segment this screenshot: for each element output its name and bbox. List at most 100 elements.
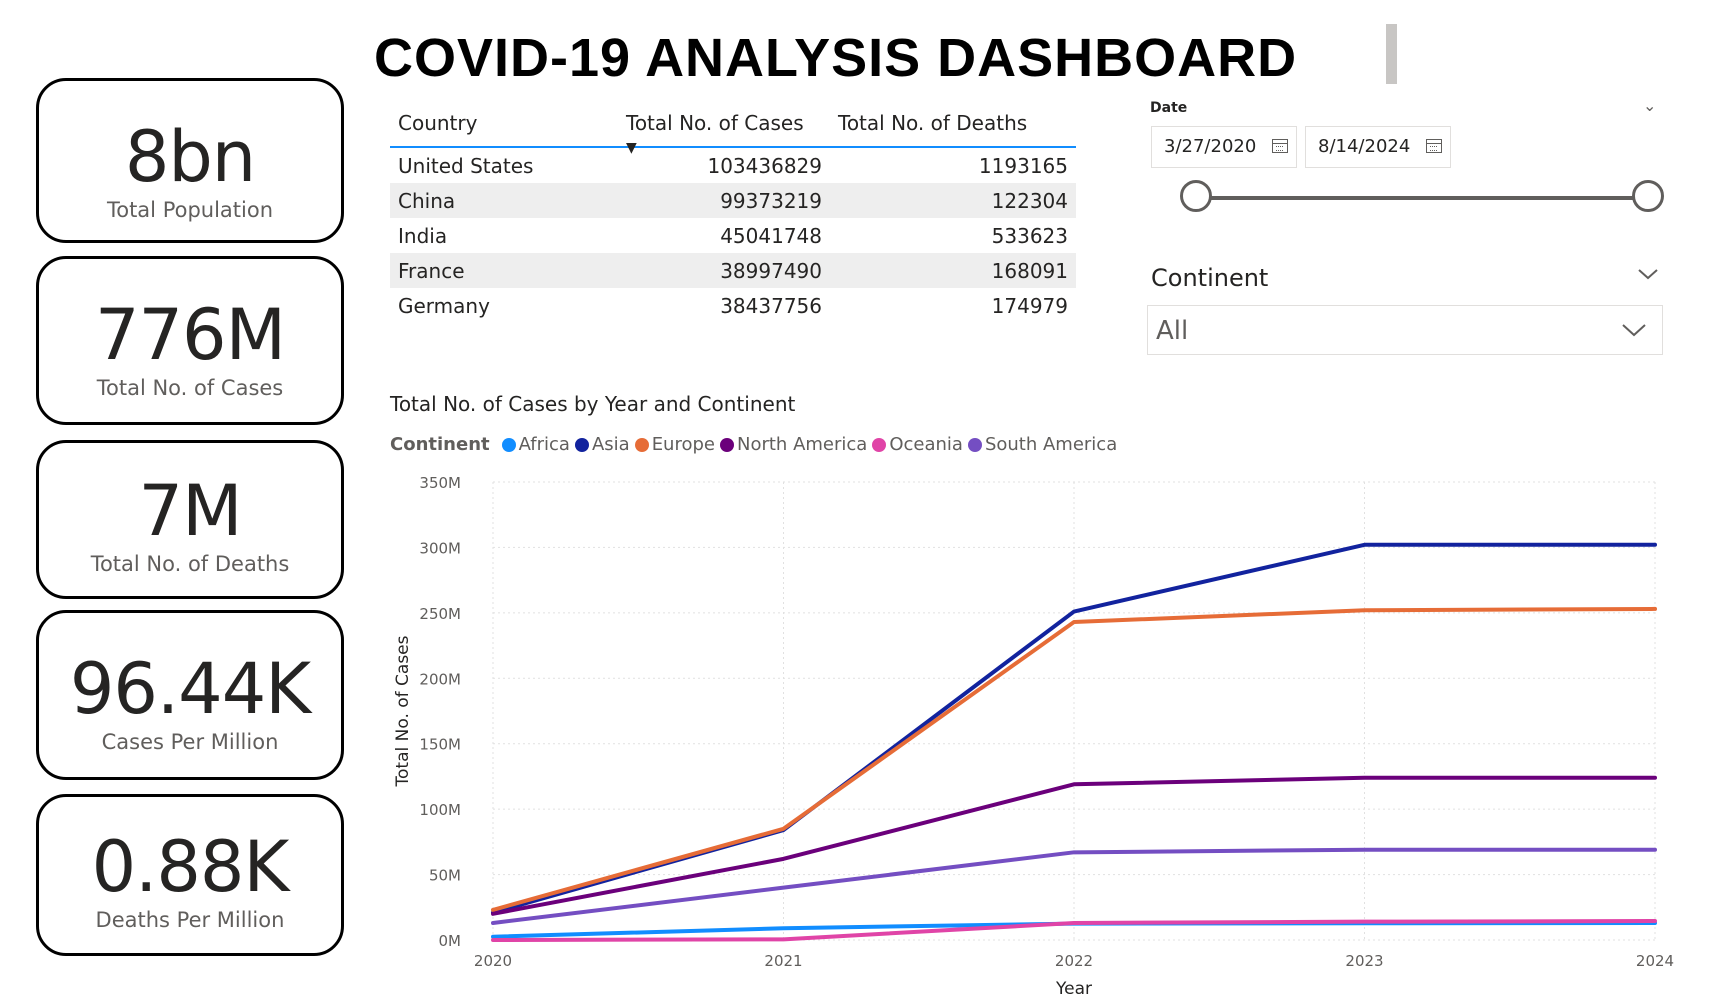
cell-cases: 103436829 xyxy=(707,153,822,178)
card-label: Total Population xyxy=(106,198,274,222)
y-tick-label: 150M xyxy=(419,736,461,754)
card-label: Total No. of Deaths xyxy=(90,552,290,576)
series-line-europe xyxy=(491,606,1657,912)
legend-label: North America xyxy=(737,434,868,455)
cell-deaths: 174979 xyxy=(991,293,1068,318)
table-row[interactable]: United States 103436829 1193165 xyxy=(390,147,1076,183)
chevron-down-icon xyxy=(1638,269,1658,280)
start-date-input[interactable]: 3/27/2020 xyxy=(1151,126,1297,168)
card-label: Cases Per Million xyxy=(101,730,279,754)
cell-deaths: 122304 xyxy=(830,183,1076,218)
series-line-oceania xyxy=(491,919,1657,942)
legend-label: Oceania xyxy=(889,434,963,455)
x-tick-label: 2021 xyxy=(764,952,802,970)
y-axis-title: Total No. of Cases xyxy=(393,635,413,787)
legend-label: Asia xyxy=(591,434,630,455)
y-tick-label: 350M xyxy=(419,474,461,492)
legend-marker xyxy=(872,437,887,452)
chart-title: Total No. of Cases by Year and Continent xyxy=(390,392,796,416)
table-row[interactable]: Germany 38437756 174979 xyxy=(390,288,1076,323)
legend-marker xyxy=(720,437,734,452)
card-value: 8bn xyxy=(124,116,256,198)
date-range-start-handle[interactable] xyxy=(1180,180,1212,212)
legend-label: Europe xyxy=(651,434,715,455)
table-row[interactable]: India 45041748 533623 xyxy=(390,218,1076,253)
card-cases-per-million: 96.44K Cases Per Million xyxy=(36,610,344,780)
y-tick-label: 50M xyxy=(429,867,461,885)
line-chart: 0M 50M 100M 150M 200M 250M 300M 350M 2020 2021 202… xyxy=(393,474,1674,999)
column-header-label: Total No. of Cases xyxy=(626,111,804,135)
card-total-cases: 776M Total No. of Cases xyxy=(36,256,344,425)
end-date-value: 8/14/2024 xyxy=(1318,136,1411,157)
calendar-icon[interactable] xyxy=(1272,139,1288,153)
y-tick-label: 250M xyxy=(419,605,461,623)
column-header-cases[interactable]: Total No. of Cases ▼ xyxy=(618,100,830,156)
y-tick-label: 300M xyxy=(419,539,461,557)
start-date-value: 3/27/2020 xyxy=(1164,136,1257,157)
cell-cases: 45041748 xyxy=(720,223,822,248)
legend-marker xyxy=(501,437,516,452)
legend-item[interactable]: South America xyxy=(967,434,1118,455)
end-date-input[interactable]: 8/14/2024 xyxy=(1305,126,1451,168)
chart-legend: Continent Africa Asia Europe North America O… xyxy=(390,434,1122,455)
cell-cases: 38997490 xyxy=(618,253,830,288)
table-header-row: Country Total No. of Cases ▼ Total No. o… xyxy=(390,100,1076,156)
card-total-deaths: 7M Total No. of Deaths xyxy=(36,440,344,599)
x-tick-label: 2023 xyxy=(1345,952,1383,970)
cell-country: India xyxy=(398,223,448,248)
column-header-deaths[interactable]: Total No. of Deaths xyxy=(830,100,1076,148)
series-line-south-america xyxy=(491,847,1657,925)
date-slicer-label: Date xyxy=(1150,100,1188,116)
chevron-down-icon[interactable] xyxy=(1620,316,1648,344)
cell-deaths: 533623 xyxy=(991,223,1068,248)
y-tick-label: 0M xyxy=(439,932,462,950)
date-range-end-handle[interactable] xyxy=(1632,180,1664,212)
chevron-down-icon[interactable] xyxy=(1636,262,1660,287)
series-line-africa xyxy=(491,920,1657,939)
y-tick-label: 100M xyxy=(419,801,461,819)
cell-deaths: 1193165 xyxy=(978,153,1068,178)
card-label: Total No. of Cases xyxy=(96,376,284,400)
x-axis-title: Year xyxy=(1055,979,1092,999)
y-tick-label: 200M xyxy=(419,670,461,688)
table-row[interactable]: France 38997490 168091 xyxy=(390,253,1076,288)
date-range-slider-track[interactable] xyxy=(1196,196,1648,200)
x-tick-label: 2020 xyxy=(474,952,512,970)
card-value: 0.88K xyxy=(91,826,290,908)
legend-label: Africa xyxy=(518,434,570,455)
legend-label: South America xyxy=(984,434,1118,455)
cell-deaths: 168091 xyxy=(830,253,1076,288)
continent-slicer-label: Continent xyxy=(1151,264,1269,292)
legend-marker xyxy=(967,437,982,452)
legend-marker xyxy=(634,437,649,452)
cell-country: Germany xyxy=(398,293,490,318)
continent-dropdown[interactable]: All xyxy=(1147,305,1663,355)
sort-descending-icon[interactable]: ▼ xyxy=(626,140,637,156)
table-row[interactable]: China 99373219 122304 xyxy=(390,183,1076,218)
title-cursor-bar xyxy=(1386,24,1397,84)
legend-item[interactable]: Asia xyxy=(574,434,630,455)
legend-item[interactable]: Africa xyxy=(501,434,570,455)
card-value: 7M xyxy=(138,470,243,552)
column-header-country[interactable]: Country xyxy=(390,100,618,148)
calendar-icon[interactable] xyxy=(1426,139,1442,153)
card-value: 776M xyxy=(94,294,286,376)
card-value: 96.44K xyxy=(69,648,311,730)
cell-country: United States xyxy=(398,153,534,178)
card-total-population: 8bn Total Population xyxy=(36,78,344,243)
chevron-down-icon[interactable]: ⌄ xyxy=(1643,96,1657,115)
legend-item[interactable]: Oceania xyxy=(872,434,963,455)
legend-marker xyxy=(574,437,589,452)
country-table: Country Total No. of Cases ▼ Total No. o… xyxy=(390,100,1076,323)
cell-cases: 38437756 xyxy=(720,293,822,318)
series-line-north-america xyxy=(491,775,1657,916)
card-deaths-per-million: 0.88K Deaths Per Million xyxy=(36,794,344,956)
card-label: Deaths Per Million xyxy=(95,908,285,932)
cell-country: China xyxy=(390,183,618,218)
cell-country: France xyxy=(390,253,618,288)
chevron-down-icon xyxy=(1622,324,1646,337)
legend-item[interactable]: North America xyxy=(720,434,867,455)
dashboard-title: COVID-19 ANALYSIS DASHBOARD xyxy=(374,28,1298,88)
x-tick-label: 2022 xyxy=(1055,952,1093,970)
legend-item[interactable]: Europe xyxy=(634,434,715,455)
